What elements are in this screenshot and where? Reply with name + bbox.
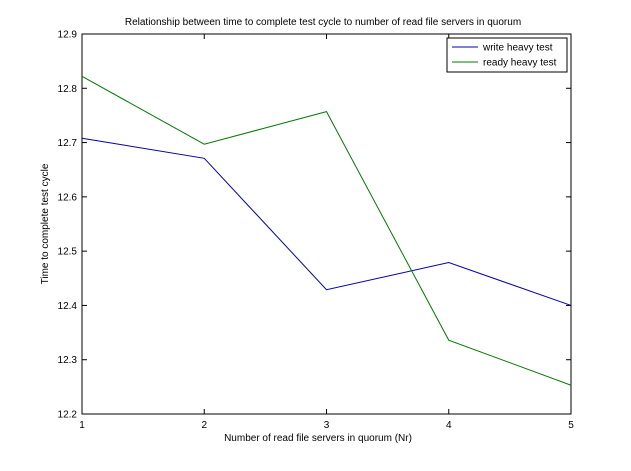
- x-tick-label: 5: [568, 420, 574, 431]
- y-tick-label: 12.3: [58, 355, 78, 366]
- y-tick-label: 12.4: [58, 301, 78, 312]
- y-tick-label: 12.6: [58, 192, 78, 203]
- legend-label: write heavy test: [482, 43, 553, 54]
- legend-label: ready heavy test: [483, 58, 557, 69]
- series-line-2: [81, 75, 572, 386]
- chart-title: Relationship between time to complete te…: [125, 17, 521, 28]
- y-tick-label: 12.8: [58, 84, 78, 95]
- y-tick-label: 12.5: [58, 247, 78, 258]
- legend: write heavy test ready heavy test: [446, 37, 568, 73]
- y-tick-label: 12.9: [58, 30, 78, 41]
- plot-area: [81, 33, 572, 415]
- y-tick-label: 12.2: [58, 410, 78, 421]
- x-tick-label: 2: [201, 420, 207, 431]
- x-tick-label: 1: [79, 420, 85, 431]
- series-group: [81, 75, 572, 386]
- x-tick-label: 3: [324, 420, 330, 431]
- x-axis-label: Number of read file servers in quorum (N…: [224, 433, 412, 444]
- x-axis: 1 2 3 4 5: [79, 34, 574, 431]
- series-line-1: [81, 137, 572, 306]
- x-tick-label: 4: [446, 420, 452, 431]
- legend-box: [446, 37, 568, 73]
- y-tick-label: 12.7: [58, 138, 78, 149]
- y-axis-label: Time to complete test cycle: [40, 163, 51, 284]
- y-axis: 12.2 12.3 12.4 12.5 12.6 12.7 12.8 12.9: [58, 30, 571, 421]
